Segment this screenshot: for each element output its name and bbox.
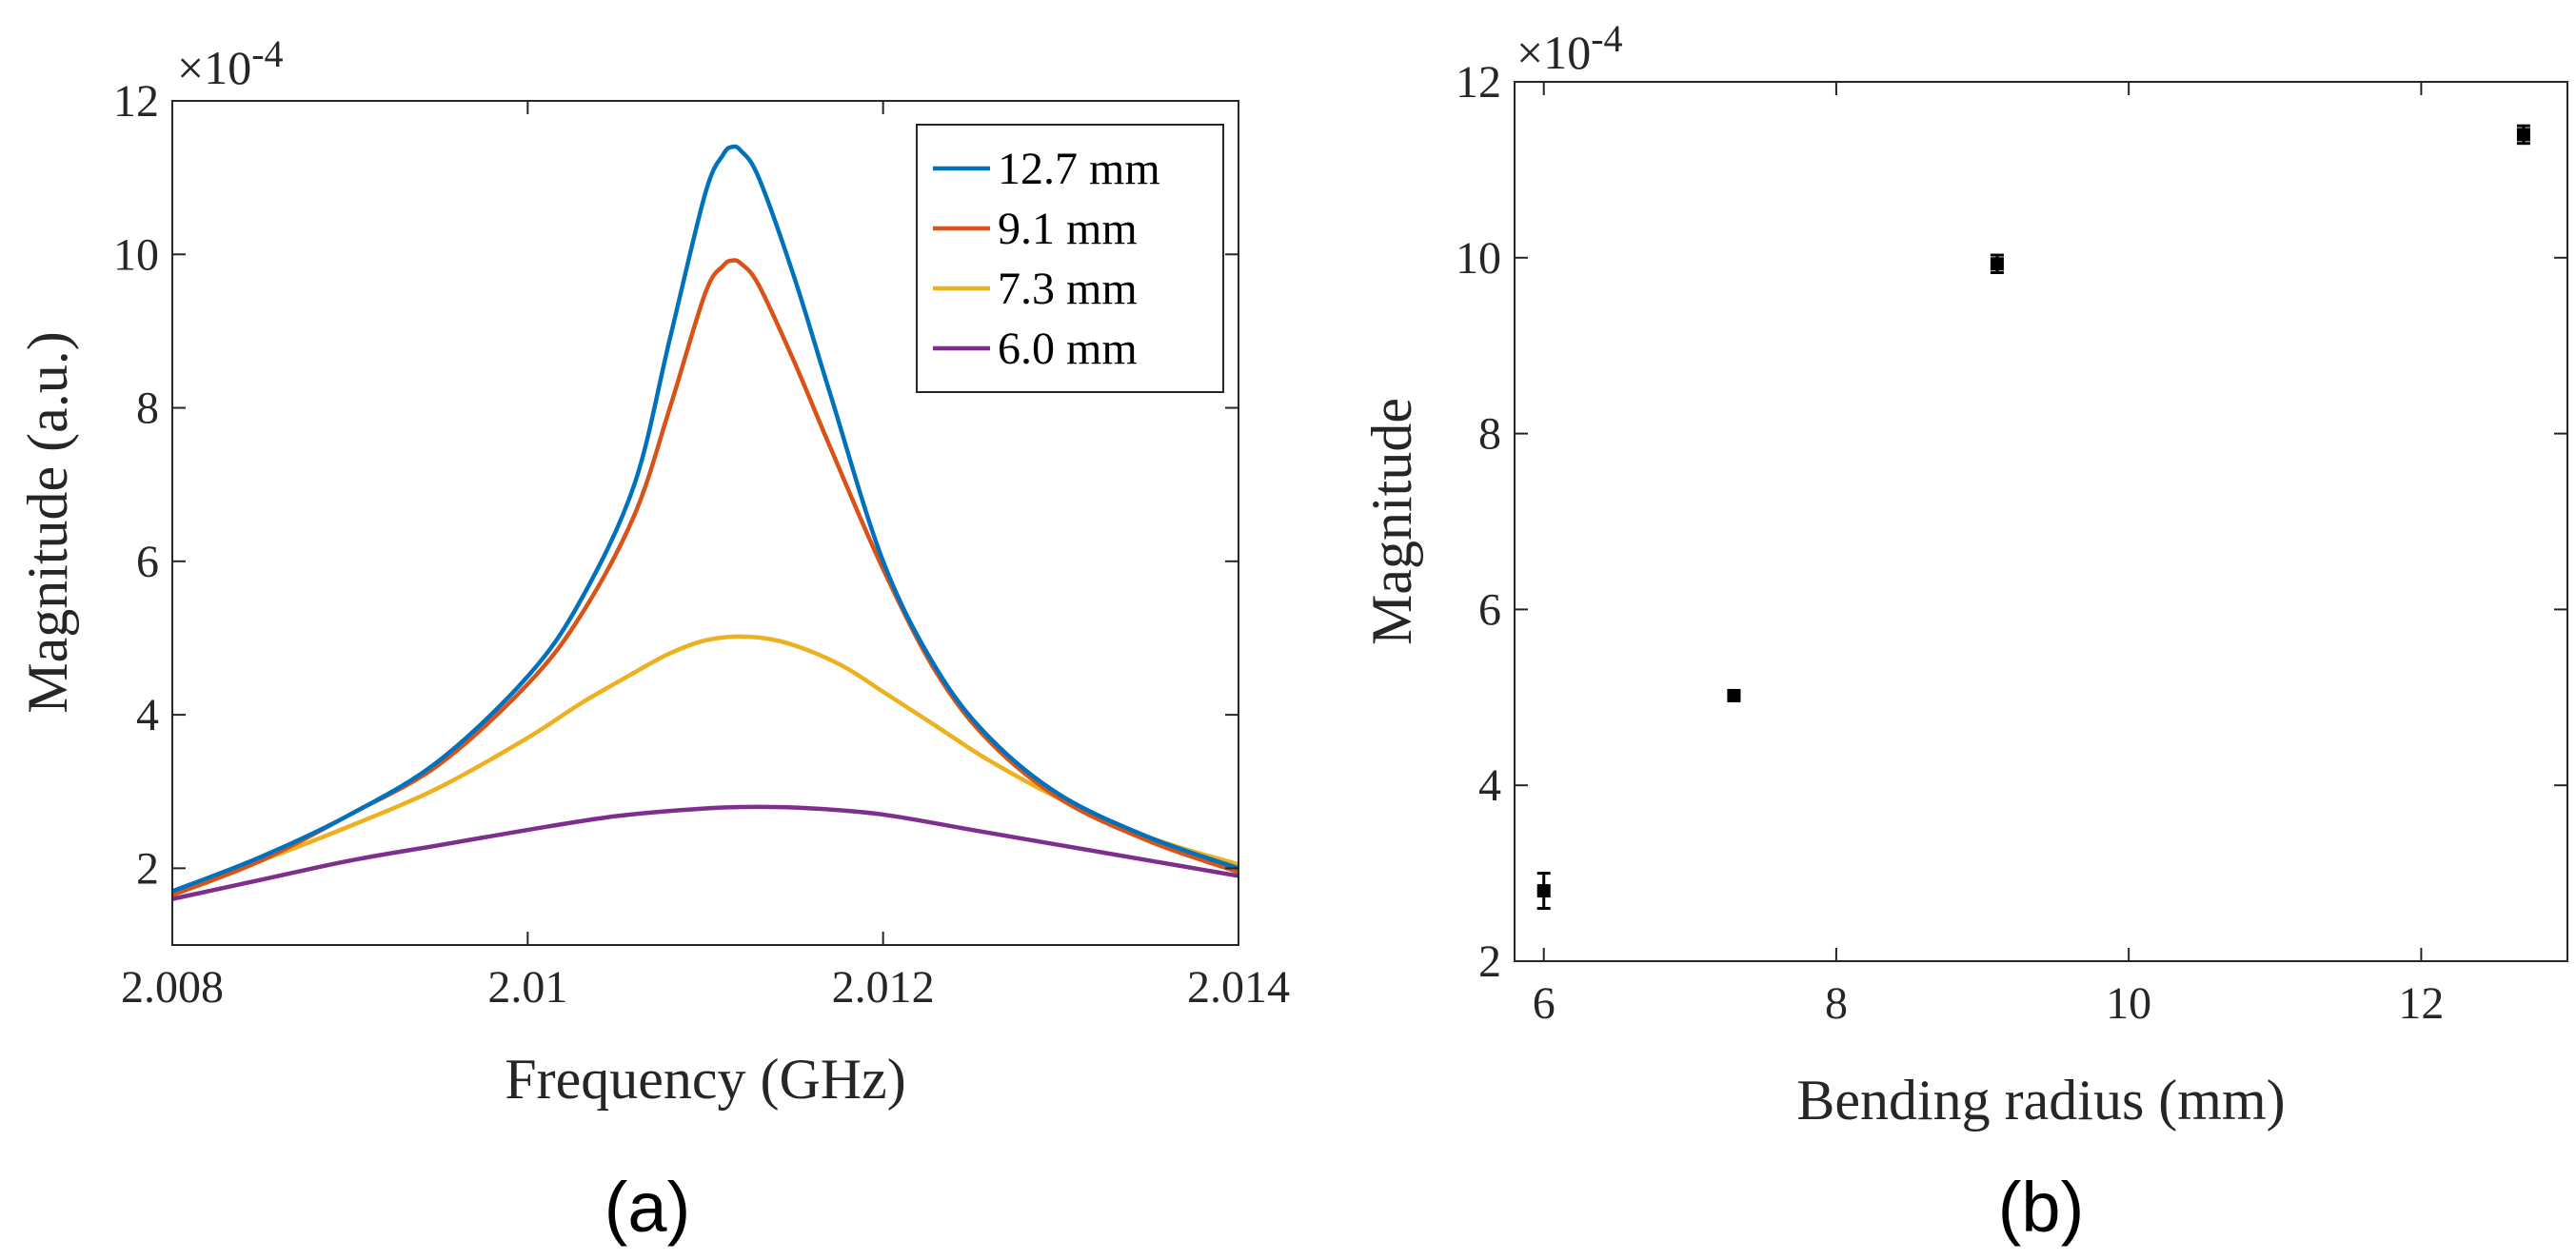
legend-entry: 9.1 mm <box>998 204 1138 254</box>
panel-b-label: (b) <box>1998 1168 2084 1247</box>
series-line-12-7-mm <box>171 144 1239 894</box>
x-tick-label: 8 <box>1825 978 1848 1029</box>
panel-b-plot-area <box>1515 82 2567 961</box>
panel-a-y-axis-label: Magnitude (a.u.) <box>16 331 79 714</box>
data-point <box>1536 884 1551 898</box>
y-tick-label: 10 <box>1456 233 1501 284</box>
x-tick-label: 2.012 <box>832 962 935 1013</box>
y-tick-label: 12 <box>113 76 159 127</box>
panel-a-axes-box <box>171 100 1239 946</box>
x-tick-label: 10 <box>2106 978 2151 1029</box>
panel-a-legend: 12.7 mm 9.1 mm 7.3 mm 6.0 mm <box>916 124 1224 393</box>
y-tick-label: 12 <box>1456 57 1501 108</box>
panel-a-series-group <box>171 144 1239 901</box>
y-tick-label: 6 <box>1478 584 1501 635</box>
x-tick-label: 2.008 <box>121 962 224 1013</box>
y-tick-label: 2 <box>136 843 159 894</box>
legend-entry: 6.0 mm <box>998 324 1138 374</box>
data-point <box>1727 688 1741 702</box>
panel-b-y-axis-label: Magnitude <box>1360 398 1423 645</box>
data-point <box>1990 257 2004 271</box>
panel-b-x-axis-label: Bending radius (mm) <box>1796 1069 2285 1132</box>
y-tick-label: 10 <box>113 229 159 280</box>
panel-a-label: (a) <box>604 1168 690 1247</box>
y-tick-label: 2 <box>1478 936 1501 987</box>
series-line-9-1-mm <box>171 258 1239 897</box>
panel-a-chart: 2.008 2.01 2.012 2.014 2 4 6 8 10 12 ×10-4 Freque… <box>16 32 1290 1247</box>
panel-b-ticks: 6 8 10 12 2 4 6 8 10 12 <box>1456 57 2567 1029</box>
panel-b-y-exponent: ×10-4 <box>1516 17 1623 79</box>
x-tick-label: 2.01 <box>487 962 567 1013</box>
panel-b-axes-box <box>1514 81 2568 962</box>
y-tick-label: 4 <box>1478 760 1501 811</box>
panel-b-points-group <box>1536 124 2530 911</box>
data-point <box>2516 128 2530 142</box>
series-line-7-3-mm <box>171 634 1239 894</box>
y-tick-label: 8 <box>136 384 159 434</box>
y-tick-label: 8 <box>1478 409 1501 460</box>
y-tick-label: 6 <box>136 537 159 587</box>
x-tick-label: 6 <box>1533 978 1556 1029</box>
series-line-6-0-mm <box>171 804 1239 901</box>
panel-a-y-exponent: ×10-4 <box>177 32 284 94</box>
y-tick-label: 4 <box>136 690 159 740</box>
legend-entry: 7.3 mm <box>998 264 1138 314</box>
x-tick-label: 12 <box>2398 978 2444 1029</box>
legend-entry: 12.7 mm <box>998 144 1160 194</box>
panel-a-x-axis-label: Frequency (GHz) <box>505 1048 906 1111</box>
panel-a-ticks: 2.008 2.01 2.012 2.014 2 4 6 8 10 12 <box>113 76 1290 1013</box>
x-tick-label: 2.014 <box>1187 962 1290 1013</box>
panel-b-chart: 6 8 10 12 2 4 6 8 10 12 ×10-4 Bending radius (mm)… <box>1360 17 2568 1247</box>
